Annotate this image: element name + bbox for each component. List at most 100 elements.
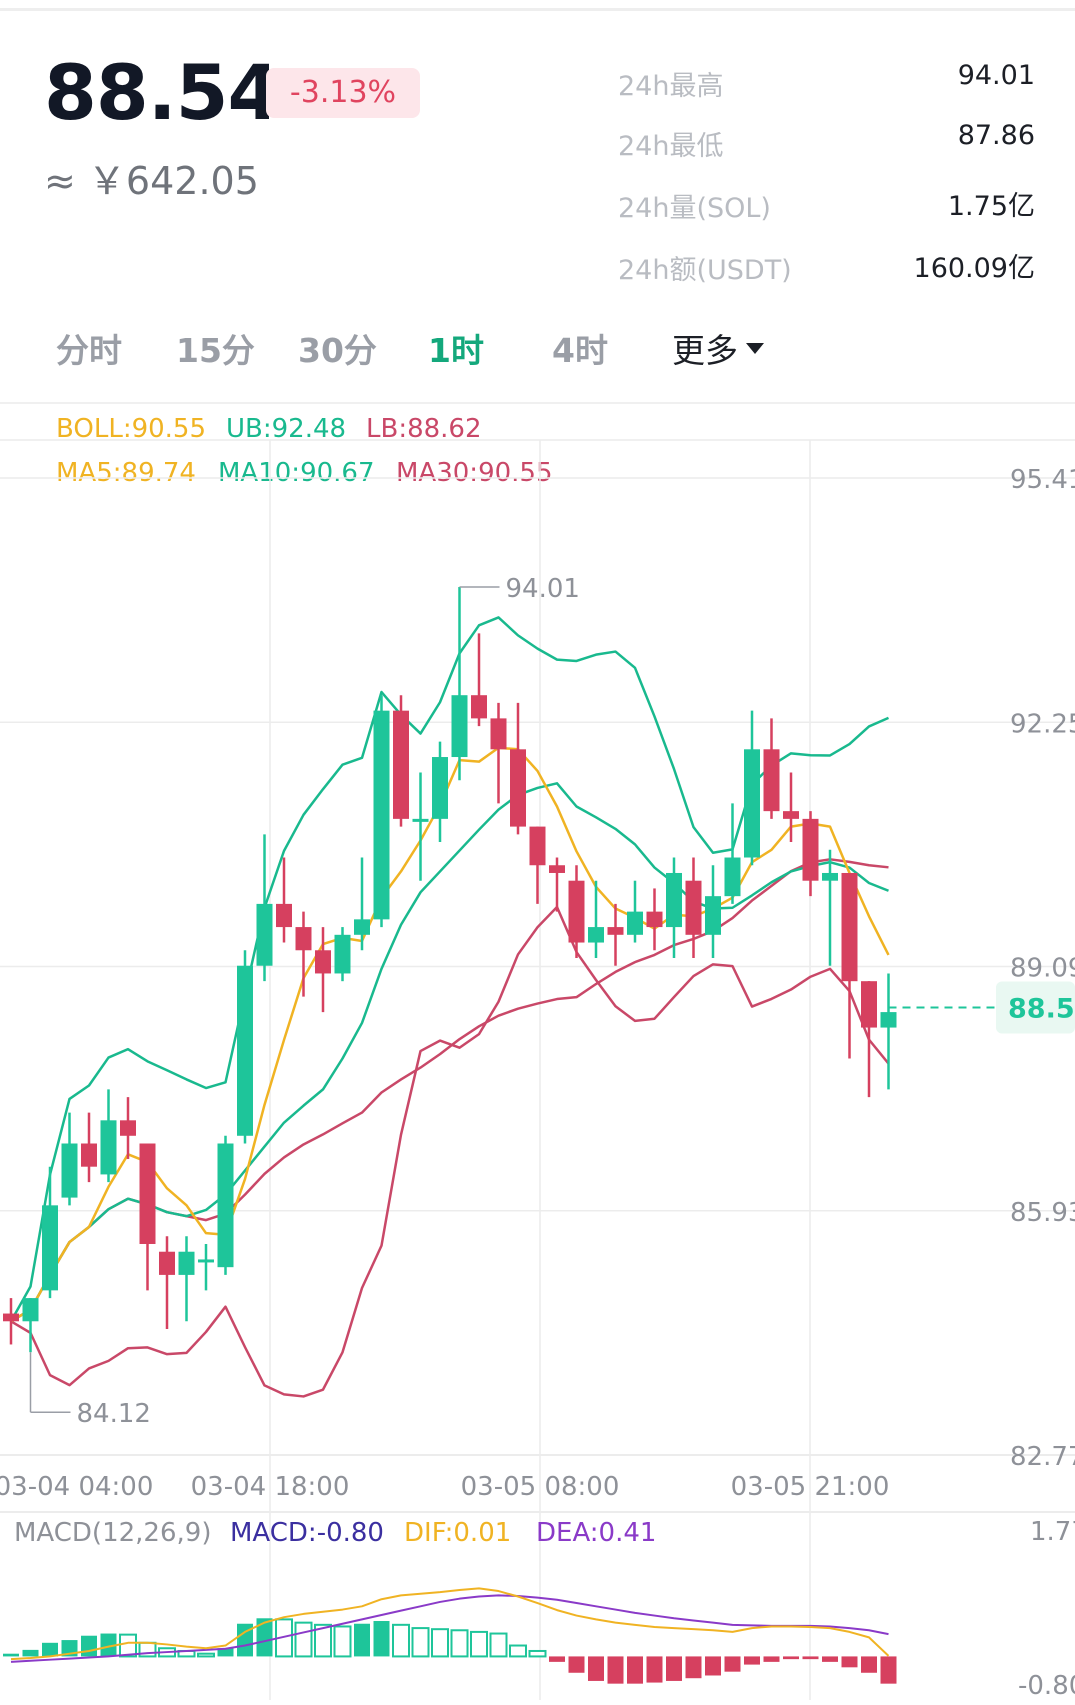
macd-bar <box>470 1630 488 1658</box>
x-tick-label: 03-05 21:00 <box>731 1472 890 1502</box>
candle-body <box>315 950 331 974</box>
stat-label-amount: 24h额(USDT) <box>618 255 792 286</box>
candle-body <box>471 695 487 719</box>
macd-bar <box>666 1656 682 1681</box>
price-axis: 95.41 92.25 89.09 85.93 82.77 <box>1010 465 1075 1472</box>
candle <box>549 857 565 912</box>
candle-body <box>763 749 780 812</box>
candle-body <box>685 880 702 935</box>
candle <box>42 1166 58 1299</box>
change-badge: -3.13% <box>266 68 420 118</box>
ma5-label: MA5:89.74 <box>56 458 196 488</box>
tab-more-label: 更多 <box>672 331 738 370</box>
candle <box>568 865 585 958</box>
candle-body <box>880 1012 897 1028</box>
stat-label-high: 24h最高 <box>618 71 724 102</box>
macd-bar <box>763 1656 780 1662</box>
macd-bar <box>237 1623 253 1657</box>
candle-body <box>802 818 819 881</box>
tab-4h[interactable]: 4时 <box>552 331 608 370</box>
candle-body <box>100 1120 117 1175</box>
candle-body <box>861 981 877 1028</box>
candle <box>159 1236 175 1330</box>
tabs-divider <box>0 402 1075 404</box>
macd-bar <box>685 1656 702 1679</box>
macd-bar <box>509 1644 527 1658</box>
candle <box>822 849 838 966</box>
macd-bar <box>100 1633 117 1657</box>
candle-body <box>159 1251 175 1275</box>
macd-bar <box>744 1656 760 1665</box>
candle <box>315 927 331 1013</box>
candle <box>295 911 312 997</box>
ma10-label: MA10:90.67 <box>218 458 375 488</box>
macd-name: MACD(12,26,9) <box>14 1518 212 1548</box>
candle-body <box>451 695 468 758</box>
caret-down-icon <box>746 343 764 354</box>
macd-value: MACD:-0.80 <box>230 1518 384 1548</box>
boll-lower-line <box>10 905 890 1398</box>
dif-line <box>10 1587 890 1661</box>
candle <box>841 872 858 1059</box>
candle-body <box>724 857 741 897</box>
high-marker-label: 94.01 <box>506 574 580 604</box>
ub-label: UB:92.48 <box>226 414 347 444</box>
macd-bar <box>197 1652 215 1658</box>
candle-body <box>666 872 682 928</box>
tab-time-share[interactable]: 分时 <box>56 331 122 370</box>
candle-body <box>412 818 429 822</box>
candle-body <box>783 811 799 819</box>
cny-price: ≈ ￥642.05 <box>44 159 259 203</box>
candle <box>178 1236 195 1322</box>
low-marker-label: 84.12 <box>77 1399 151 1429</box>
candle-body <box>42 1205 58 1291</box>
candle <box>724 803 741 904</box>
price-header: 88.54 -3.13% ≈ ￥642.05 24h最高 94.01 24h最低… <box>0 0 1075 400</box>
candle-body <box>529 826 546 866</box>
tab-30m[interactable]: 30分 <box>298 331 377 370</box>
candle-body <box>295 927 312 951</box>
macd-bar <box>489 1632 508 1658</box>
candle-body <box>490 718 507 750</box>
tab-15m[interactable]: 15分 <box>176 331 255 370</box>
dif-value: DIF:0.01 <box>404 1518 512 1548</box>
stat-label-low: 24h最低 <box>618 131 724 162</box>
top-divider <box>0 8 1075 11</box>
macd-bar <box>627 1656 643 1684</box>
last-price-line: 88.56 <box>888 981 1075 1034</box>
candle-body <box>178 1251 195 1275</box>
macd-bar <box>22 1649 39 1657</box>
candle-body <box>334 934 351 974</box>
macd-bar <box>314 1623 332 1658</box>
candle-body <box>120 1120 136 1136</box>
tab-more[interactable]: 更多 <box>672 326 764 376</box>
candle-body <box>607 927 624 935</box>
y-tick-label: 92.25 <box>1010 709 1075 739</box>
boll-upper-line <box>9 616 890 1322</box>
x-tick-label: 03-04 04:00 <box>0 1472 153 1502</box>
candle <box>529 826 546 904</box>
candle-body <box>81 1143 97 1167</box>
candle <box>451 586 468 781</box>
macd-bar <box>81 1635 97 1657</box>
macd-bar <box>217 1648 234 1657</box>
candle-body <box>61 1143 78 1198</box>
candle-body <box>276 903 292 928</box>
macd-bar <box>549 1656 565 1662</box>
macd-bar <box>568 1656 585 1673</box>
high-low-markers: 94.01 84.12 <box>29 574 580 1429</box>
candle <box>685 857 702 958</box>
stat-value-amount: 160.09亿 <box>913 253 1035 284</box>
candle-body <box>22 1298 39 1322</box>
candlesticks <box>3 586 897 1353</box>
candle-body <box>744 749 760 858</box>
stat-value-high: 94.01 <box>957 60 1035 91</box>
macd-bar <box>861 1656 877 1673</box>
tab-1h[interactable]: 1时 <box>428 331 484 370</box>
dea-line <box>10 1594 889 1663</box>
time-axis: 03-04 04:00 03-04 18:00 03-05 08:00 03-05 2… <box>0 1472 889 1502</box>
boll-mid-line <box>10 782 889 1323</box>
last-price-tag: 88.56 <box>1008 993 1075 1024</box>
macd-bar <box>431 1628 449 1658</box>
